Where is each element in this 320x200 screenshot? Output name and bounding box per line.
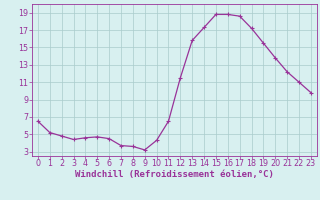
X-axis label: Windchill (Refroidissement éolien,°C): Windchill (Refroidissement éolien,°C) [75,170,274,179]
